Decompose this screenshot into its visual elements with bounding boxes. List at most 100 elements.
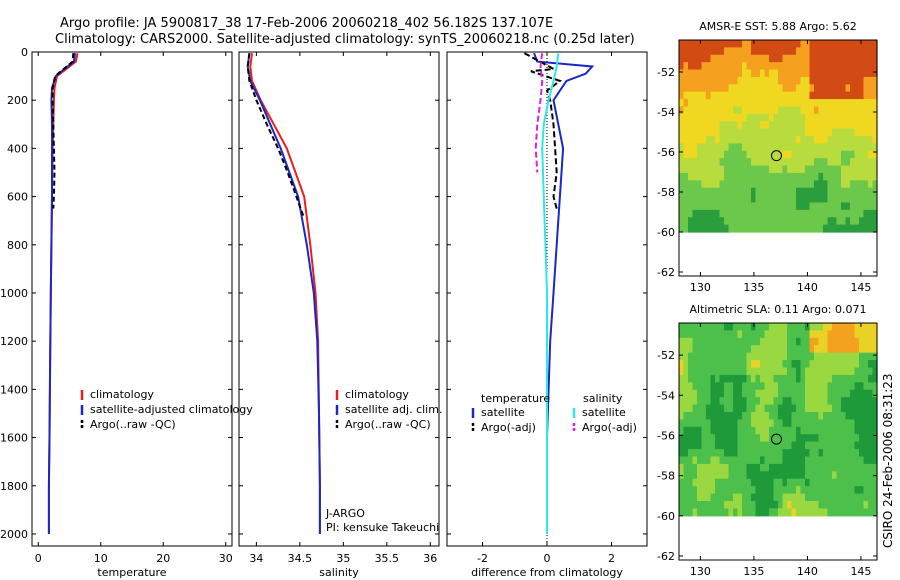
map-cell: [719, 40, 725, 48]
map-cell: [782, 426, 788, 435]
map-cell: [715, 345, 721, 354]
map-cell: [863, 69, 869, 78]
map-cell: [773, 209, 779, 218]
map-cell: [778, 195, 784, 204]
map-cell: [733, 404, 739, 413]
map-cell: [787, 449, 793, 458]
map-cell: [724, 360, 730, 369]
map-cell: [760, 360, 766, 369]
map-cell: [823, 478, 829, 487]
map-cell: [859, 404, 865, 413]
map-cell: [850, 337, 856, 346]
map-cell: [764, 360, 770, 369]
map-cell: [791, 463, 797, 472]
map-cell: [733, 150, 739, 159]
map-cell: [805, 158, 811, 167]
map-cell: [845, 463, 851, 472]
map-cell: [845, 471, 851, 480]
map-cell: [787, 62, 793, 71]
map-cell: [805, 91, 811, 100]
map-cell: [692, 434, 698, 443]
map-cell: [688, 360, 694, 369]
map-cell: [868, 128, 874, 137]
map-cell: [679, 493, 685, 502]
map-cell: [715, 195, 721, 204]
map-cell: [836, 143, 842, 152]
map-cell: [773, 382, 779, 391]
map-cell: [679, 106, 685, 115]
map-cell: [679, 224, 685, 233]
map-cell: [782, 180, 788, 189]
map-cell: [760, 411, 766, 421]
map-cell: [697, 128, 703, 137]
map-cell: [764, 47, 770, 56]
map-cell: [787, 143, 793, 152]
map-cell: [760, 456, 766, 465]
map-cell: [742, 337, 748, 346]
map-cell: [733, 508, 739, 517]
map-cell: [872, 389, 878, 398]
map-cell: [683, 195, 689, 204]
map-cell: [832, 172, 838, 181]
map-cell: [683, 121, 689, 130]
map-cell: [827, 463, 833, 472]
map-cell: [787, 150, 793, 159]
difference-xtick-label: 2: [608, 552, 615, 565]
map-cell: [787, 99, 793, 108]
map-cell: [715, 367, 721, 376]
map-cell: [746, 40, 752, 48]
map-cell: [746, 367, 752, 376]
map-cell: [697, 463, 703, 472]
map-cell: [683, 76, 689, 85]
map-cell: [778, 419, 784, 428]
map-cell: [841, 389, 847, 398]
map-cell: [755, 367, 761, 376]
map-cell: [701, 337, 707, 346]
map-cell: [710, 493, 716, 502]
map-cell: [715, 404, 721, 413]
map-cell: [679, 323, 685, 332]
map-cell: [742, 84, 748, 93]
map-cell: [800, 352, 806, 361]
map-cell: [832, 136, 838, 144]
map-cell: [787, 360, 793, 369]
map-cell: [814, 209, 820, 218]
map-cell: [809, 441, 815, 450]
map-cell: [872, 434, 878, 443]
map-cell: [778, 62, 784, 71]
map-cell: [769, 478, 775, 487]
map-cell: [845, 69, 851, 78]
map-cell: [850, 113, 856, 122]
map-cell: [715, 69, 721, 78]
map-ytick-label: -52: [657, 66, 675, 79]
map-cell: [841, 84, 847, 93]
map-cell: [769, 419, 775, 428]
map-cell: [688, 195, 694, 204]
map-cell: [809, 76, 815, 85]
map-cell: [746, 62, 752, 71]
map-cell: [715, 128, 721, 137]
map-cell: [782, 54, 788, 63]
map-cell: [809, 158, 815, 167]
map-cell: [800, 456, 806, 465]
map-cell: [782, 209, 788, 218]
map-cell: [850, 434, 856, 443]
map-cell: [697, 493, 703, 502]
map-cell: [683, 165, 689, 174]
map-cell: [827, 224, 833, 233]
map-cell: [764, 426, 770, 435]
map-cell: [872, 172, 878, 181]
map-cell: [755, 99, 761, 108]
map-cell: [733, 486, 739, 495]
map-cell: [818, 397, 824, 406]
difference-legend-header-sal: salinity: [583, 392, 623, 405]
map-cell: [805, 128, 811, 137]
map-cell: [827, 352, 833, 361]
map-cell: [751, 217, 757, 226]
map-cell: [859, 337, 865, 346]
map-cell: [751, 323, 757, 332]
map-cell: [733, 352, 739, 361]
map-cell: [782, 389, 788, 398]
map-cell: [872, 478, 878, 487]
map-cell: [706, 411, 712, 421]
